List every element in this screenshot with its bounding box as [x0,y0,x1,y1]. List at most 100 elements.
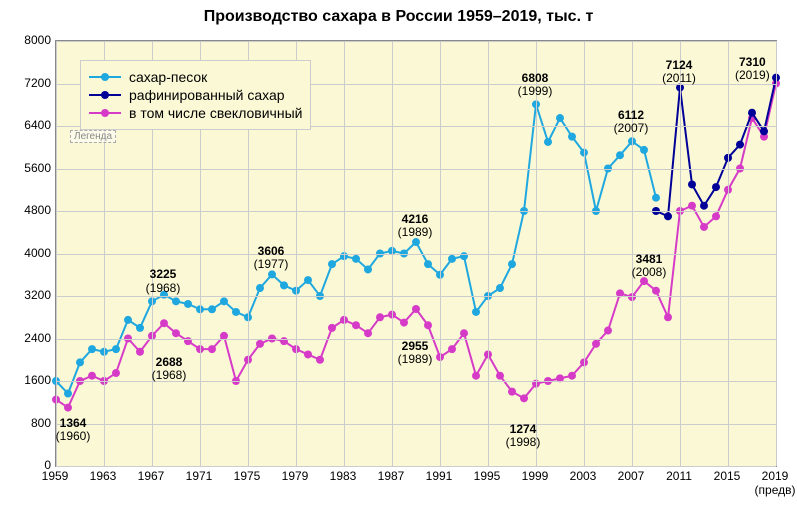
beet-marker [88,372,96,380]
beet-marker [712,212,720,220]
x-axis-label: 1975 [234,469,261,483]
annotation-label: 2688(1968) [152,356,187,382]
sugar-sand-marker [424,260,432,268]
sugar-sand-marker [304,276,312,284]
sugar-sand-marker [616,151,624,159]
annotation-label: 7124(2011) [662,59,696,85]
annotation-label: 3225(1968) [146,268,181,294]
gridline-v [344,41,345,466]
sugar-sand-marker [352,255,360,263]
sugar-sand-marker [256,284,264,292]
beet-marker [496,372,504,380]
x-axis-label: 1995 [474,469,501,483]
sugar-sand-marker [220,297,228,305]
sugar-sand-marker [136,324,144,332]
sugar-sand-marker [448,255,456,263]
x-axis-label: 1971 [186,469,213,483]
annotation-label: 7310(2019) [735,56,770,82]
x-axis-label: 1967 [138,469,165,483]
beet-marker [664,313,672,321]
x-axis-label: 1999 [522,469,549,483]
beet-marker [460,329,468,337]
beet-marker [136,348,144,356]
sugar-sand-marker [280,281,288,289]
beet-marker [604,327,612,335]
gridline-v [776,41,777,466]
sugar-sand-marker [472,308,480,316]
beet-marker [448,345,456,353]
beet-marker [304,350,312,358]
annotation-label: 1364(1960) [56,417,91,443]
sugar-sand-marker [88,345,96,353]
legend-item: в том числе свекловичный [89,105,302,121]
gridline-v [392,41,393,466]
beet-marker [568,372,576,380]
beet-marker [400,319,408,327]
legend-tag: Легенда [70,130,116,143]
refined-marker [664,212,672,220]
beet-marker [316,356,324,364]
y-axis-label: 800 [15,416,51,430]
legend-item: сахар-песок [89,69,302,85]
gridline-h [56,169,776,170]
annotation-label: 6808(1999) [518,72,553,98]
beet-marker [412,305,420,313]
sugar-sand-marker [268,270,276,278]
refined-marker [700,202,708,210]
sugar-sand-marker [112,345,120,353]
sugar-sand-marker [568,133,576,141]
beet-marker [520,394,528,402]
beet-marker [328,324,336,332]
y-axis-label: 2400 [15,331,51,345]
beet-marker [700,223,708,231]
sugar-sand-line [56,104,656,393]
annotation-label: 1274(1998) [506,423,541,449]
sugar-sand-marker [64,390,72,398]
refined-marker [688,180,696,188]
gridline-v [440,41,441,466]
gridline-v [536,41,537,466]
sugar-sand-marker [172,297,180,305]
legend-label: рафинированный сахар [129,87,285,103]
beet-marker [424,321,432,329]
annotation-label: 3481(2008) [632,253,667,279]
beet-marker [364,329,372,337]
annotation-label: 6112(2007) [614,109,649,135]
gridline-h [56,41,776,42]
sugar-sand-marker [328,260,336,268]
sugar-sand-marker [76,358,84,366]
y-axis-label: 4000 [15,246,51,260]
gridline-h [56,466,776,467]
gridline-v [488,41,489,466]
legend-swatch [89,112,121,114]
x-axis-note: (предв) [755,483,796,497]
gridline-h [56,254,776,255]
gridline-v [680,41,681,466]
sugar-sand-marker [508,260,516,268]
gridline-h [56,296,776,297]
sugar-sand-marker [232,308,240,316]
beet-marker [592,340,600,348]
y-axis-label: 6400 [15,118,51,132]
x-axis-label: 1963 [90,469,117,483]
beet-marker [352,321,360,329]
x-axis-label: 2019 [762,469,789,483]
y-axis-label: 4800 [15,203,51,217]
sugar-sand-marker [544,138,552,146]
sugar-sand-marker [184,300,192,308]
refined-marker [748,109,756,117]
beet-marker [64,404,72,412]
y-axis-label: 3200 [15,288,51,302]
y-axis-label: 7200 [15,76,51,90]
sugar-sand-marker [124,316,132,324]
gridline-h [56,424,776,425]
chart-title: Производство сахара в России 1959–2019, … [0,0,797,30]
y-axis-label: 8000 [15,33,51,47]
x-axis-label: 2011 [666,469,692,483]
legend-swatch [89,94,121,96]
refined-line [656,78,776,217]
chart-container: Производство сахара в России 1959–2019, … [0,0,797,517]
x-axis-label: 1987 [378,469,405,483]
sugar-sand-marker [364,265,372,273]
refined-marker [712,183,720,191]
